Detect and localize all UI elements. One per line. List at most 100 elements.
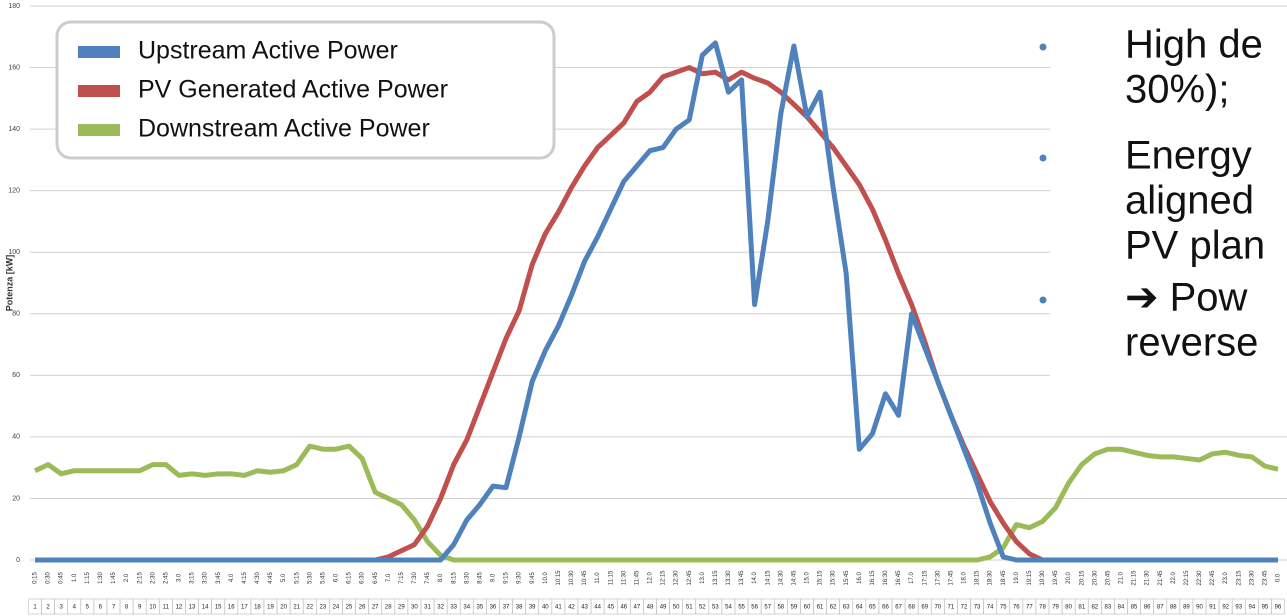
index-label: 44 [594, 605, 601, 611]
index-label: 10 [149, 605, 156, 611]
index-label: 49 [660, 605, 667, 611]
x-tick-label: 1:45 [111, 572, 117, 584]
index-label: 64 [856, 605, 863, 611]
index-label: 51 [686, 605, 693, 611]
x-tick-label: 1.0 [72, 573, 78, 582]
x-tick-label: 18.0 [962, 572, 968, 584]
x-tick-label: 1:15 [85, 572, 91, 584]
x-tick-label: 22:30 [1197, 570, 1203, 586]
index-label: 34 [463, 605, 470, 611]
x-tick-label: 12:15 [661, 570, 667, 586]
index-label: 3 [59, 605, 63, 611]
x-tick-label: 20:30 [1092, 570, 1098, 586]
x-tick-label: 16.0 [857, 572, 863, 584]
x-tick-label: 4.0 [229, 573, 235, 582]
bullet-text: High de [1125, 23, 1263, 67]
index-label: 85 [1131, 605, 1138, 611]
x-tick-label: 2:45 [163, 572, 169, 584]
index-label: 20 [280, 605, 287, 611]
x-tick-label: 21.0 [1119, 572, 1125, 584]
bullet-text: aligned [1125, 179, 1254, 223]
index-label: 37 [503, 605, 510, 611]
x-tick-label: 3.0 [177, 573, 183, 582]
x-tick-label: 6:45 [373, 572, 379, 584]
x-tick-label: 13:15 [713, 570, 719, 586]
legend-label: Upstream Active Power [138, 37, 398, 65]
y-tick-label: 80 [12, 311, 20, 318]
x-tick-label: 5:45 [320, 572, 326, 584]
x-tick-label: 0:45 [59, 572, 65, 584]
x-tick-label: 17:45 [948, 570, 954, 586]
x-tick-label: 5.0 [281, 573, 287, 582]
index-label: 41 [555, 605, 562, 611]
x-tick-label: 23:15 [1236, 570, 1242, 586]
index-label: 58 [777, 605, 784, 611]
x-tick-label: 23:30 [1249, 570, 1255, 586]
index-label: 83 [1105, 605, 1112, 611]
index-label: 61 [817, 605, 824, 611]
x-tick-label: 8:45 [477, 572, 483, 584]
index-label: 1 [33, 605, 37, 611]
x-tick-label: 12:45 [687, 570, 693, 586]
x-tick-label: 0:15 [33, 572, 39, 584]
index-label: 2 [46, 605, 50, 611]
x-tick-label: 6:15 [347, 572, 353, 584]
index-label: 28 [385, 605, 392, 611]
index-label: 84 [1118, 605, 1125, 611]
index-label: 33 [450, 605, 457, 611]
y-tick-label: 100 [8, 249, 20, 256]
x-tick-label: 10:15 [556, 570, 562, 586]
x-tick-label: 3:45 [216, 572, 222, 584]
index-label: 74 [987, 605, 994, 611]
x-tick-label: 12:30 [674, 570, 680, 586]
y-tick-label: 180 [8, 3, 20, 10]
index-label: 5 [86, 605, 90, 611]
x-tick-label: 9:30 [517, 572, 523, 584]
index-label: 70 [934, 605, 941, 611]
index-label: 82 [1091, 605, 1098, 611]
x-tick-label: 8:30 [464, 572, 470, 584]
text-panel [1050, 14, 1287, 394]
index-label: 60 [804, 605, 811, 611]
x-tick-label: 22:15 [1184, 570, 1190, 586]
index-label: 12 [176, 605, 183, 611]
x-tick-label: 16:45 [896, 570, 902, 586]
index-label: 16 [228, 605, 235, 611]
series-line [35, 40, 1278, 563]
index-label: 13 [189, 605, 196, 611]
index-label: 4 [73, 605, 77, 611]
x-tick-label: 20:45 [1105, 570, 1111, 586]
index-label: 47 [634, 605, 641, 611]
bullet-dot [1039, 43, 1047, 51]
x-tick-label: 13.0 [700, 572, 706, 584]
index-cell [1271, 598, 1285, 615]
x-tick-label: 0.0 [1276, 573, 1282, 582]
index-label: 46 [620, 605, 627, 611]
x-tick-label: 15:15 [818, 570, 824, 586]
legend-box [55, 20, 556, 160]
index-label: 76 [1013, 605, 1020, 611]
index-label: 73 [974, 605, 981, 611]
y-tick-label: 40 [12, 434, 20, 441]
index-label: 96 [1275, 605, 1282, 611]
bullet-dot [1039, 296, 1047, 304]
x-tick-label: 21:15 [1132, 570, 1138, 586]
index-label: 24 [333, 605, 340, 611]
x-tick-label: 5:30 [307, 572, 313, 584]
index-label: 67 [895, 605, 902, 611]
x-tick-label: 7:45 [425, 572, 431, 584]
x-tick-label: 7:15 [399, 572, 405, 584]
x-tick-label: 9:15 [504, 572, 510, 584]
index-label: 59 [791, 605, 798, 611]
x-tick-label: 17:30 [935, 570, 941, 586]
x-tick-label: 20.0 [1066, 572, 1072, 584]
index-label: 65 [869, 605, 876, 611]
bullet-text: ➔ Pow [1125, 276, 1248, 320]
x-tick-label: 0:30 [46, 572, 52, 584]
index-label: 77 [1026, 605, 1033, 611]
index-label: 29 [398, 605, 405, 611]
legend-label: PV Generated Active Power [138, 76, 448, 104]
y-tick-label: 60 [12, 372, 20, 379]
index-label: 43 [581, 605, 588, 611]
